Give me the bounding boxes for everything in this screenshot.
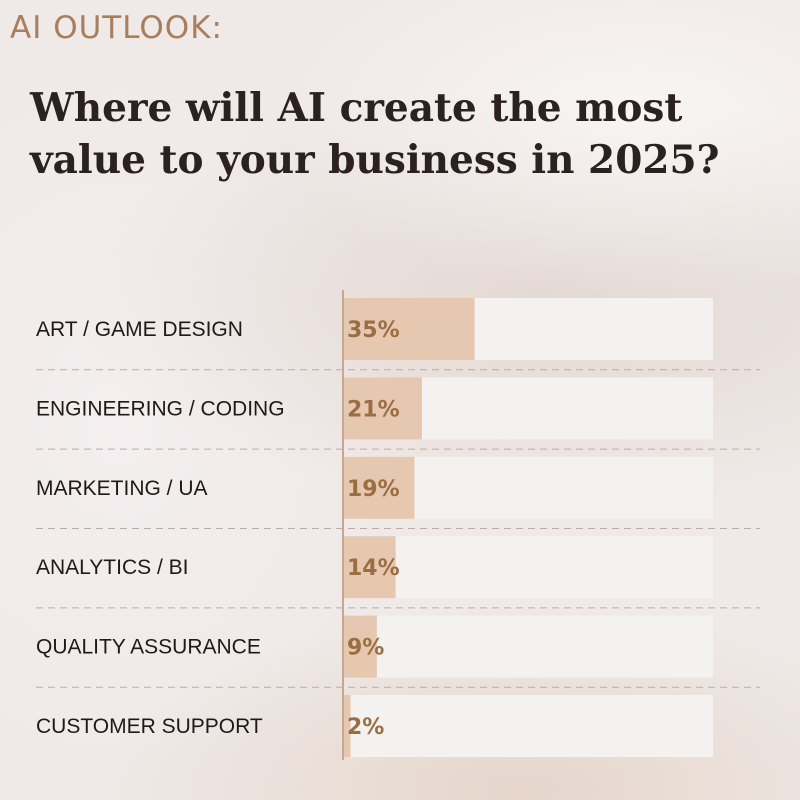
bar (343, 615, 377, 678)
category-label: MARKETING / UA (36, 477, 208, 500)
value-label: 9% (347, 636, 384, 661)
category-label: ART / GAME DESIGN (36, 318, 243, 341)
bar (343, 298, 475, 360)
chart-title-line-1: Where will AI create the most (30, 85, 683, 131)
category-label: QUALITY ASSURANCE (36, 636, 261, 659)
bar-track (343, 615, 713, 678)
category-label: ENGINEERING / CODING (36, 397, 285, 420)
bar (343, 456, 415, 519)
category-label: CUSTOMER SUPPORT (36, 715, 263, 738)
bar-track (343, 536, 713, 599)
eyebrow-label: AI OUTLOOK: (10, 10, 223, 46)
category-label: ANALYTICS / BI (36, 556, 189, 579)
bar (343, 377, 422, 440)
bar-track (343, 695, 713, 757)
value-label: 21% (347, 397, 400, 422)
value-label: 2% (347, 715, 384, 740)
chart-title-line-2: value to your business in 2025? (30, 137, 720, 183)
value-label: 19% (347, 477, 400, 502)
bar (343, 536, 396, 599)
value-label: 35% (347, 318, 400, 343)
bar (343, 695, 351, 757)
value-label: 14% (347, 556, 400, 581)
chart-title: Where will AI create the most value to y… (30, 82, 780, 186)
